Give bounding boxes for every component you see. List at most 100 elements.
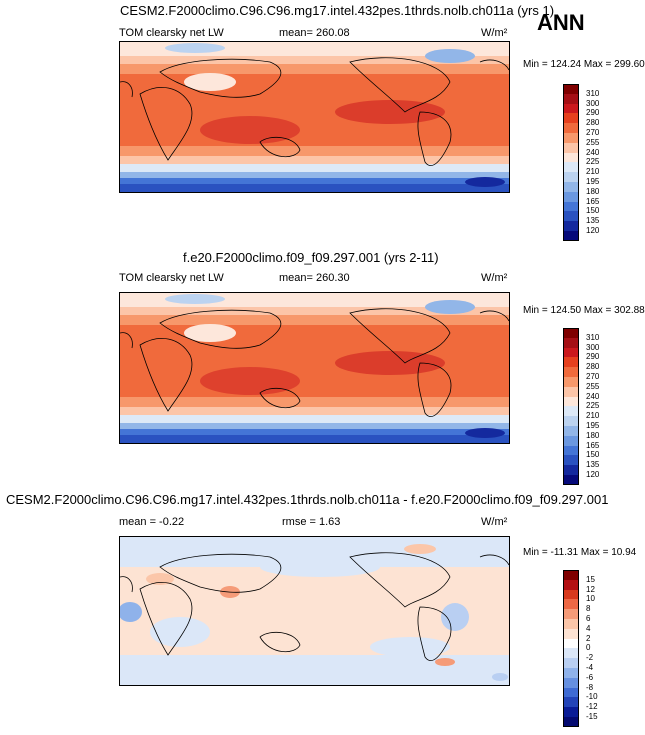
panel1-title: CESM2.F2000climo.C96.C96.mg17.intel.432p… xyxy=(120,3,555,18)
panel3-units: W/m² xyxy=(481,516,508,528)
colorbar-tick-label: 2 xyxy=(586,633,591,643)
colorbar-tick-label: -2 xyxy=(586,653,594,663)
colorbar-tick-label: -4 xyxy=(586,663,594,672)
colorbar-swatch xyxy=(563,172,579,182)
colorbar-tick-label: 120 xyxy=(586,226,600,235)
colorbar-swatch xyxy=(563,599,579,610)
colorbar-tick-label: 270 xyxy=(586,128,600,137)
colorbar-tick-label: 210 xyxy=(586,411,600,421)
colorbar-swatch xyxy=(563,396,579,407)
panel1-minmax: Min = 124.24 Max = 299.60 xyxy=(523,59,645,70)
colorbar-tick-label: 0 xyxy=(586,643,591,653)
colorbar-swatch xyxy=(563,638,579,649)
panel3-rmse: rmse = 1.63 xyxy=(282,516,341,528)
colorbar-tick-label: -15 xyxy=(586,712,598,721)
colorbar-swatch xyxy=(563,347,579,358)
panel1-units: W/m² xyxy=(481,27,508,39)
colorbar-tick-label: -10 xyxy=(586,692,598,702)
colorbar-swatch xyxy=(563,142,579,153)
colorbar-tick-label: 195 xyxy=(586,177,600,186)
colorbar-swatch xyxy=(563,648,579,659)
colorbar-swatch xyxy=(563,416,579,426)
colorbar-swatch xyxy=(563,716,579,727)
colorbar-tick-label: 8 xyxy=(586,604,591,614)
panel2-title: f.e20.F2000climo.f09_f09.297.001 (yrs 2-… xyxy=(183,250,439,265)
colorbar-swatch xyxy=(563,579,579,590)
colorbar-swatch xyxy=(563,84,579,94)
panel2-colorbar xyxy=(563,328,579,485)
colorbar-tick-label: 225 xyxy=(586,401,600,411)
colorbar-tick-label: 255 xyxy=(586,137,600,147)
colorbar-swatch xyxy=(563,658,579,668)
colorbar-swatch xyxy=(563,465,579,475)
colorbar-swatch xyxy=(563,201,579,212)
panel2-variable: TOM clearsky net LW xyxy=(119,272,224,284)
colorbar-swatch xyxy=(563,357,579,368)
colorbar-swatch xyxy=(563,618,579,629)
colorbar-tick-label: 280 xyxy=(586,362,600,372)
colorbar-swatch xyxy=(563,677,579,688)
colorbar-swatch xyxy=(563,697,579,708)
colorbar-tick-label: 225 xyxy=(586,157,600,167)
colorbar-swatch xyxy=(563,211,579,222)
colorbar-swatch xyxy=(563,337,579,348)
colorbar-tick-label: 290 xyxy=(586,108,600,118)
colorbar-swatch xyxy=(563,667,579,678)
colorbar-swatch xyxy=(563,152,579,163)
colorbar-swatch xyxy=(563,123,579,133)
colorbar-tick-label: 6 xyxy=(586,614,591,623)
colorbar-swatch xyxy=(563,376,579,387)
colorbar-tick-label: 280 xyxy=(586,118,600,128)
colorbar-swatch xyxy=(563,103,579,114)
colorbar-tick-label: 135 xyxy=(586,216,600,226)
colorbar-tick-label: 300 xyxy=(586,342,600,352)
panel2-map xyxy=(119,292,510,444)
panel2-minmax: Min = 124.50 Max = 302.88 xyxy=(523,305,645,316)
colorbar-tick-label: 4 xyxy=(586,623,591,633)
colorbar-swatch xyxy=(563,425,579,436)
colorbar-swatch xyxy=(563,221,579,231)
panel3-minmax: Min = -11.31 Max = 10.94 xyxy=(523,547,637,558)
colorbar-tick-label: -8 xyxy=(586,682,594,692)
colorbar-swatch xyxy=(563,93,579,104)
colorbar-swatch xyxy=(563,455,579,466)
colorbar-swatch xyxy=(563,162,579,173)
colorbar-tick-label: 150 xyxy=(586,206,600,216)
colorbar-tick-label: 240 xyxy=(586,391,600,401)
colorbar-tick-label: 310 xyxy=(586,88,600,98)
colorbar-swatch xyxy=(563,191,579,202)
colorbar-tick-label: 15 xyxy=(586,574,595,584)
panel1-map xyxy=(119,41,510,193)
colorbar-swatch xyxy=(563,570,579,580)
colorbar-swatch xyxy=(563,386,579,397)
colorbar-swatch xyxy=(563,474,579,485)
colorbar-tick-label: 195 xyxy=(586,421,600,430)
panel3-map xyxy=(119,536,510,686)
colorbar-tick-label: 180 xyxy=(586,430,600,440)
panel1-variable: TOM clearsky net LW xyxy=(119,27,224,39)
colorbar-swatch xyxy=(563,628,579,639)
colorbar-tick-label: 290 xyxy=(586,352,600,362)
colorbar-tick-label: -12 xyxy=(586,702,598,712)
colorbar-swatch xyxy=(563,445,579,456)
colorbar-tick-label: 255 xyxy=(586,381,600,391)
colorbar-swatch xyxy=(563,328,579,338)
panel1-colorbar xyxy=(563,84,579,241)
colorbar-swatch xyxy=(563,113,579,124)
season-label: ANN xyxy=(537,10,585,35)
colorbar-tick-label: 310 xyxy=(586,332,600,342)
colorbar-tick-label: 165 xyxy=(586,440,600,450)
colorbar-tick-label: 135 xyxy=(586,460,600,470)
colorbar-tick-label: 180 xyxy=(586,186,600,196)
colorbar-tick-label: 210 xyxy=(586,167,600,177)
panel3-title: CESM2.F2000climo.C96.C96.mg17.intel.432p… xyxy=(6,492,609,507)
colorbar-swatch xyxy=(563,132,579,143)
colorbar-swatch xyxy=(563,406,579,417)
colorbar-swatch xyxy=(563,230,579,241)
colorbar-tick-label: 240 xyxy=(586,147,600,157)
panel1-mean: mean= 260.08 xyxy=(279,27,350,39)
colorbar-swatch xyxy=(563,707,579,717)
colorbar-tick-label: 270 xyxy=(586,372,600,381)
colorbar-swatch xyxy=(563,589,579,600)
colorbar-swatch xyxy=(563,435,579,446)
